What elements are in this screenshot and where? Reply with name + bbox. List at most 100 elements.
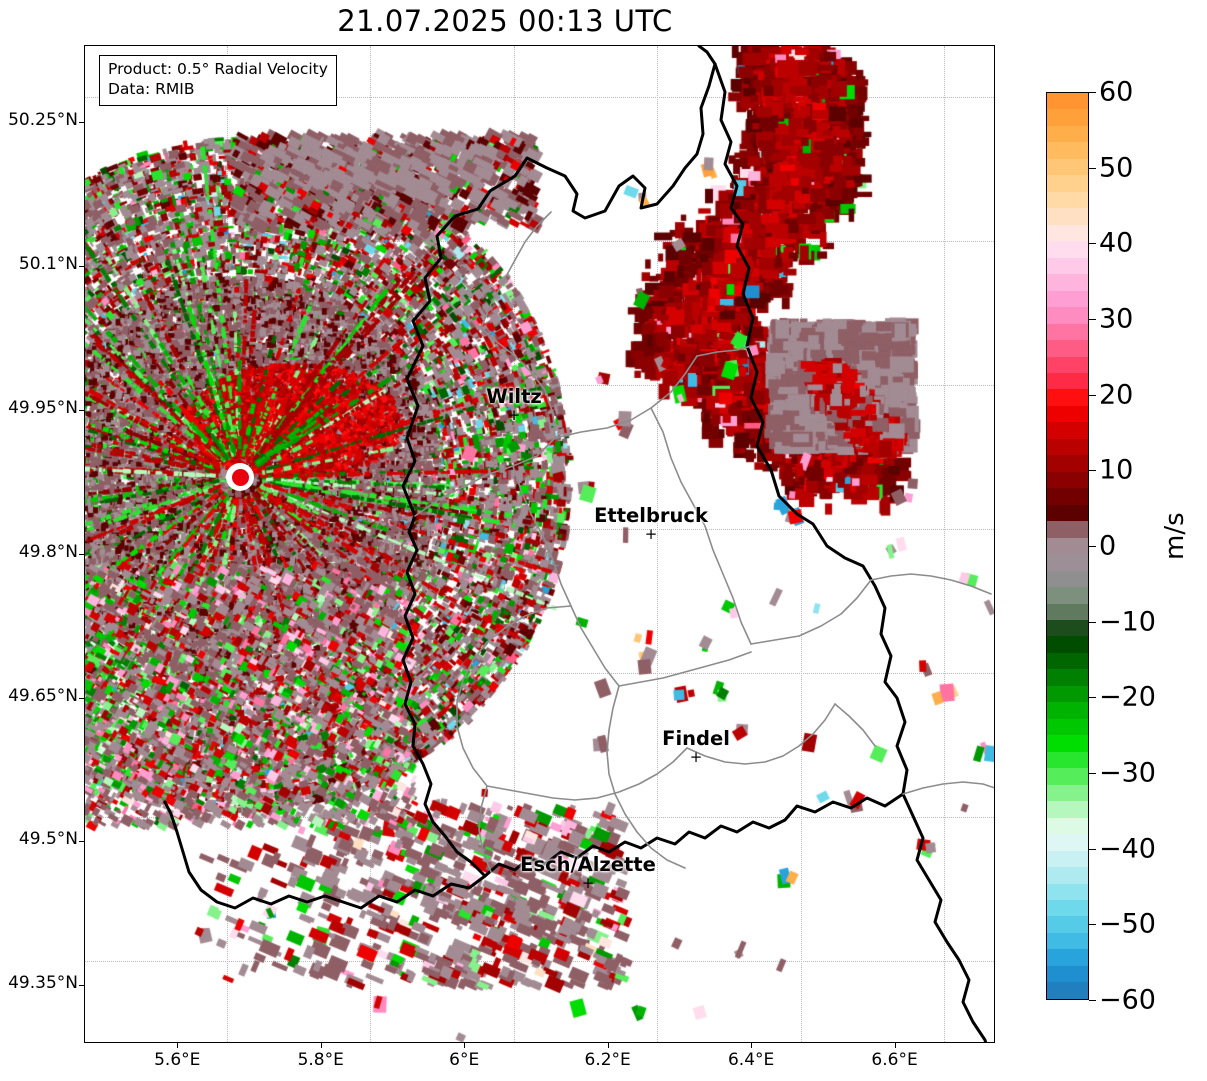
colorbar-segment <box>1047 93 1088 110</box>
colorbar-tick-label: 20 <box>1099 379 1134 411</box>
border-path <box>902 781 994 795</box>
border-path <box>512 465 620 687</box>
border-path <box>486 747 688 801</box>
colorbar-tick <box>1089 773 1096 774</box>
colorbar-segment <box>1047 455 1088 472</box>
radar-map-canvas: Wiltz + Ettelbruck + Findel + Esch/Alzet… <box>85 46 994 1042</box>
y-tick <box>79 553 84 555</box>
colorbar-segment <box>1047 965 1088 983</box>
colorbar-segment <box>1047 208 1088 225</box>
border-path <box>483 792 905 878</box>
x-tick <box>320 1043 322 1048</box>
border-path <box>834 703 876 747</box>
colorbar-segment <box>1047 224 1088 242</box>
colorbar-segment <box>1047 521 1088 538</box>
colorbar-tick-label: −60 <box>1099 984 1156 1016</box>
colorbar-segment <box>1047 257 1088 275</box>
border-path <box>401 514 487 878</box>
colorbar-segment <box>1047 801 1088 818</box>
colorbar-segment <box>1047 899 1088 917</box>
border-path <box>414 327 556 517</box>
colorbar-segment <box>1047 109 1088 126</box>
colorbar-tick <box>1089 167 1096 169</box>
colorbar-segment <box>1047 982 1088 999</box>
x-tick <box>464 1043 466 1048</box>
border-path <box>696 345 752 357</box>
colorbar <box>1046 92 1089 1000</box>
colorbar-tick <box>1089 92 1096 93</box>
colorbar-segment <box>1047 817 1088 835</box>
colorbar-segment <box>1047 422 1088 439</box>
colorbar-segment <box>1047 125 1088 143</box>
colorbar-tick-label: −10 <box>1099 606 1156 638</box>
colorbar-segment <box>1047 949 1088 966</box>
border-path <box>606 685 620 795</box>
colorbar-segment <box>1047 685 1088 703</box>
x-tick-label: 5.8°E <box>297 1050 344 1070</box>
colorbar-segment <box>1047 537 1088 555</box>
colorbar-unit-label: m/s <box>1160 512 1190 560</box>
border-path <box>614 793 686 869</box>
colorbar-tick <box>1089 470 1096 472</box>
colorbar-tick-label: 0 <box>1099 530 1117 562</box>
colorbar-tick <box>1089 243 1096 245</box>
colorbar-segment <box>1047 850 1088 868</box>
colorbar-tick-label: −50 <box>1099 908 1156 940</box>
colorbar-tick-label: −40 <box>1099 833 1156 865</box>
colorbar-segment <box>1047 175 1088 192</box>
radar-map-plot: Wiltz + Ettelbruck + Findel + Esch/Alzet… <box>84 45 995 1043</box>
border-path <box>713 62 909 796</box>
colorbar-segment <box>1047 834 1088 851</box>
border-path <box>650 407 752 645</box>
data-source-line: Data: RMIB <box>108 79 195 98</box>
colorbar-tick <box>1089 697 1096 699</box>
colorbar-segment <box>1047 488 1088 505</box>
colorbar-tick <box>1089 924 1096 926</box>
colorbar-tick-label: 50 <box>1099 152 1134 184</box>
colorbar-segment <box>1047 274 1088 291</box>
border-path <box>478 785 492 873</box>
colorbar-tick-label: 10 <box>1099 454 1134 486</box>
product-line: Product: 0.5° Radial Velocity <box>108 60 328 78</box>
x-tick-label: 5.6°E <box>154 1050 201 1070</box>
border-path <box>750 579 872 645</box>
colorbar-segment <box>1047 356 1088 373</box>
product-info-box: Product: 0.5° Radial Velocity Data: RMIB <box>99 55 337 106</box>
x-tick-label: 6.4°E <box>727 1050 775 1070</box>
colorbar-tick-label: 60 <box>1099 76 1134 108</box>
y-tick <box>79 985 84 987</box>
colorbar-segment <box>1047 142 1088 159</box>
colorbar-segment <box>1047 290 1088 308</box>
colorbar-segment <box>1047 932 1088 950</box>
colorbar-tick-label: −30 <box>1099 757 1156 789</box>
colorbar-segment <box>1047 620 1088 637</box>
radar-echo-layer <box>85 46 994 1042</box>
y-tick <box>79 121 84 123</box>
colorbar-segment <box>1047 570 1088 588</box>
border-path <box>554 355 698 439</box>
border-path <box>901 792 988 1042</box>
x-tick <box>751 1043 753 1048</box>
colorbar-segment <box>1047 587 1088 604</box>
colorbar-tick <box>1089 546 1096 547</box>
colorbar-segment <box>1047 241 1088 258</box>
colorbar-segment <box>1047 784 1088 802</box>
x-tick <box>894 1043 896 1048</box>
border-path <box>618 651 752 687</box>
colorbar-segment <box>1047 554 1088 571</box>
border-path <box>514 211 552 261</box>
colorbar-segment <box>1047 718 1088 736</box>
colorbar-tick-label: 40 <box>1099 227 1134 259</box>
border-path <box>480 259 516 329</box>
border-path <box>456 605 572 787</box>
border-path <box>697 46 717 66</box>
x-tick <box>177 1043 179 1048</box>
colorbar-segment <box>1047 504 1088 522</box>
colorbar-tick <box>1089 319 1096 320</box>
colorbar-segment <box>1047 751 1088 769</box>
colorbar-segment <box>1047 307 1088 324</box>
colorbar-segment <box>1047 702 1088 719</box>
colorbar-segment <box>1047 471 1088 489</box>
map-borders-layer <box>163 46 994 1042</box>
page-title: 21.07.2025 00:13 UTC <box>337 4 673 38</box>
